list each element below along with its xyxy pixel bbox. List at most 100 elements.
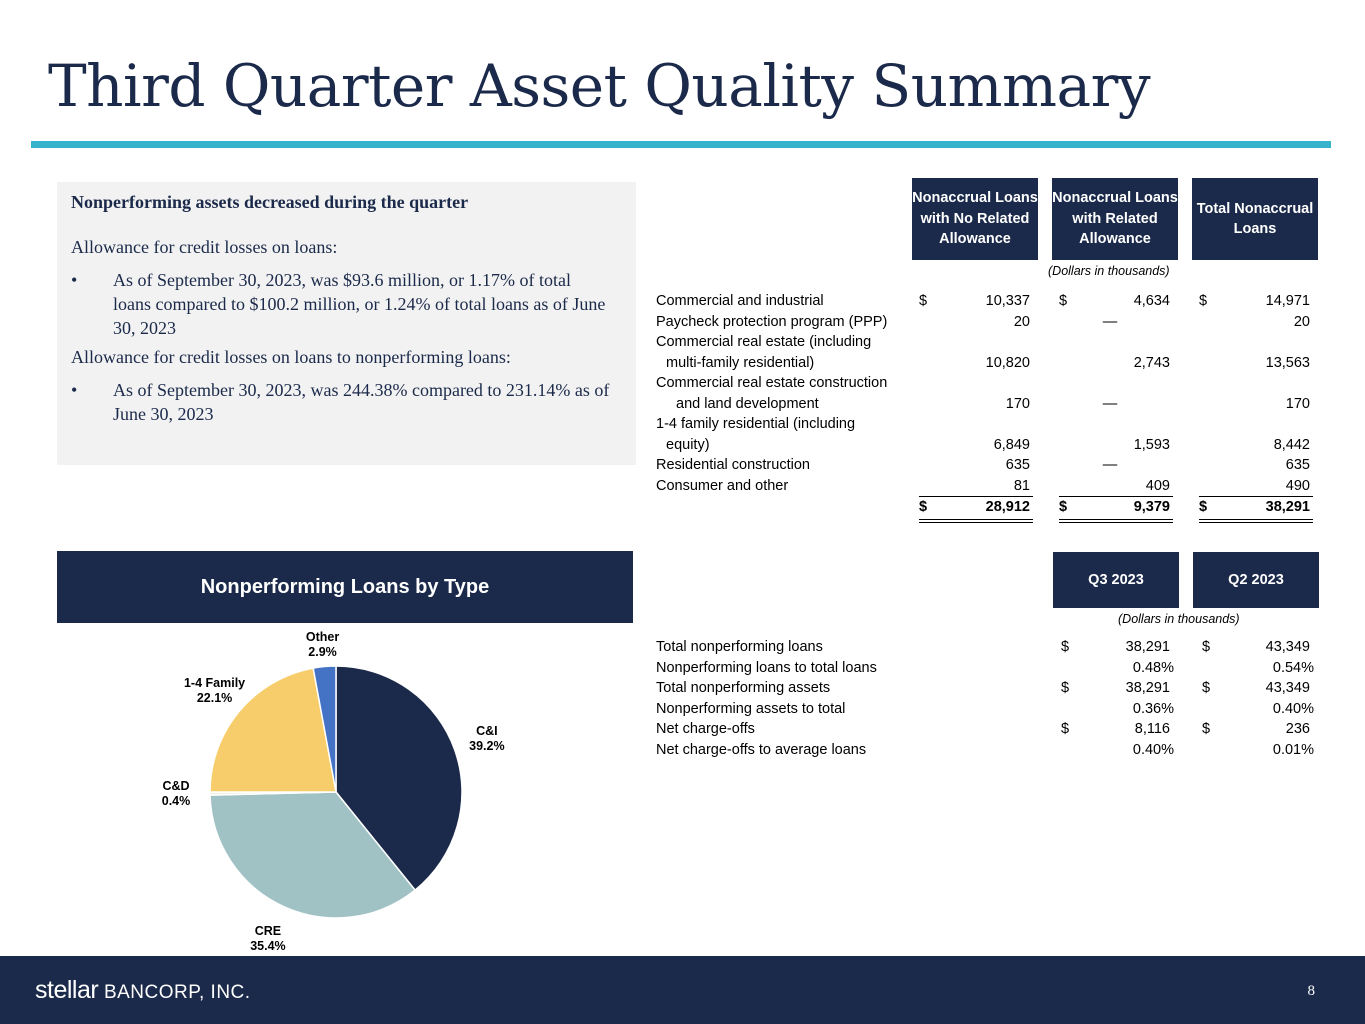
row-value: — <box>1102 313 1118 330</box>
pie-label-other: Other 2.9% <box>305 629 340 659</box>
company-logo: stellar BANCORP, INC. <box>35 976 251 1004</box>
total-value: 38,291 <box>1265 499 1310 515</box>
metric-label: Total nonperforming assets <box>656 680 831 696</box>
row-value: 14,971 <box>1265 293 1310 309</box>
row-label-cont: multi-family residential) <box>666 354 815 371</box>
rule-double-1 <box>1059 519 1173 520</box>
footer-bar: stellar BANCORP, INC. 8 <box>0 956 1365 1024</box>
metric-label: Nonperforming loans to total loans <box>656 659 877 676</box>
row-value: 170 <box>1285 395 1310 412</box>
row-value: 10,337 <box>985 293 1030 309</box>
summary-paragraph-1: Allowance for credit losses on loans: <box>71 237 338 257</box>
pie-slice-cre <box>209 791 417 919</box>
pie-label-c-i: C&I 39.2% <box>469 723 505 753</box>
row-label: Commercial and industrial <box>656 293 824 309</box>
metric-q3-value: 38,291 <box>1125 680 1170 696</box>
summary-bullet-1: As of September 30, 2023, was $93.6 mill… <box>113 270 606 338</box>
summary-box: Nonperforming assets decreased during th… <box>57 182 636 465</box>
metric-q2-value: 0.01% <box>1272 741 1314 758</box>
metric-q2-value: 43,349 <box>1265 680 1310 696</box>
row-value: 2,743 <box>1133 354 1170 371</box>
row-label: Commercial real estate construction <box>656 375 888 391</box>
row-label: Paycheck protection program (PPP) <box>656 313 888 330</box>
metric-label: Net charge-offs to average loans <box>656 741 867 758</box>
summary-paragraph-2: Allowance for credit losses on loans to … <box>71 347 511 367</box>
pie-slice-1-4-family <box>209 667 337 793</box>
row-value: 170 <box>1005 395 1030 412</box>
nonaccrual-header-with-allowance: Nonaccrual Loans with Related Allowance <box>1052 178 1178 260</box>
dollar-sign: $ <box>1061 639 1070 655</box>
dollar-sign: $ <box>1059 293 1068 309</box>
row-value: 81 <box>1013 477 1030 494</box>
summary-bullet-2: As of September 30, 2023, was 244.38% co… <box>113 380 610 424</box>
pie-slice-other <box>312 665 337 793</box>
dollar-sign: $ <box>919 499 928 515</box>
dollar-sign: $ <box>1199 499 1208 515</box>
dollar-sign: $ <box>1202 680 1211 696</box>
row-label: 1-4 family residential (including <box>656 416 856 432</box>
title-divider <box>31 141 1331 148</box>
summary-heading: Nonperforming assets decreased during th… <box>71 192 469 212</box>
rule-double-2 <box>1199 522 1313 523</box>
rule-top <box>919 496 1033 497</box>
metric-q3-value: 8,116 <box>1134 721 1170 737</box>
rule-top <box>1199 496 1313 497</box>
row-label: Commercial real estate (including <box>656 334 872 350</box>
row-label-cont: equity) <box>666 436 710 453</box>
bullet-mark-2: • <box>71 380 78 400</box>
dollar-sign: $ <box>1202 721 1211 737</box>
row-value: 6,849 <box>993 436 1030 453</box>
nonaccrual-header-no-allowance: Nonaccrual Loans with No Related Allowan… <box>912 178 1038 260</box>
rule-double-2 <box>1059 522 1173 523</box>
pie-label-1-4-family: 1-4 Family 22.1% <box>183 675 246 705</box>
metrics-units-note: (Dollars in thousands) <box>1118 612 1240 626</box>
row-value: 10,820 <box>985 354 1030 371</box>
metrics-header-q3: Q3 2023 <box>1053 552 1179 608</box>
dollar-sign: $ <box>1202 639 1211 655</box>
metrics-header-q2: Q2 2023 <box>1193 552 1319 608</box>
row-value: — <box>1102 395 1118 412</box>
page-number: 8 <box>1307 983 1316 999</box>
dollar-sign: $ <box>1061 721 1070 737</box>
total-value: 28,912 <box>985 499 1030 515</box>
metric-q3-value: 38,291 <box>1125 639 1170 655</box>
dollar-sign: $ <box>919 293 928 309</box>
row-label: Residential construction <box>656 457 810 473</box>
row-value: 4,634 <box>1133 293 1170 309</box>
row-value: — <box>1102 457 1118 473</box>
nonaccrual-header-total: Total Nonaccrual Loans <box>1192 178 1318 260</box>
row-value: 13,563 <box>1265 354 1310 371</box>
dollar-sign: $ <box>1199 293 1208 309</box>
metric-q2-value: 0.40% <box>1272 700 1314 717</box>
pie-label-c-d: C&D 0.4% <box>161 779 191 808</box>
metric-label: Nonperforming assets to total <box>656 700 846 717</box>
metric-q2-value: 43,349 <box>1265 639 1310 655</box>
pie-chart-title: Nonperforming Loans by Type <box>57 551 633 623</box>
row-value: 20 <box>1013 313 1030 330</box>
row-value: 409 <box>1145 477 1170 494</box>
dollar-sign: $ <box>1059 499 1068 515</box>
row-label-cont: and land development <box>676 395 819 412</box>
row-value: 635 <box>1005 457 1030 473</box>
metric-label: Total nonperforming loans <box>656 639 823 655</box>
rule-double-2 <box>919 522 1033 523</box>
total-value: 9,379 <box>1133 499 1170 515</box>
metric-q2-value: 236 <box>1285 721 1310 737</box>
row-value: 20 <box>1293 313 1310 330</box>
row-value: 635 <box>1285 457 1310 473</box>
pie-slice-c-i <box>335 665 463 892</box>
dollar-sign: $ <box>1061 680 1070 696</box>
rule-double-1 <box>919 519 1033 520</box>
row-label: Consumer and other <box>656 477 789 494</box>
row-value: 1,593 <box>1133 436 1170 453</box>
metric-q2-value: 0.54% <box>1272 659 1314 676</box>
page-title: Third Quarter Asset Quality Summary <box>48 52 1151 120</box>
metric-label: Net charge-offs <box>656 721 755 737</box>
pie-label-cre: CRE 35.4% <box>250 924 286 953</box>
nonaccrual-units-note: (Dollars in thousands) <box>1048 264 1170 278</box>
metric-q3-value: 0.48% <box>1132 659 1174 676</box>
rule-double-1 <box>1199 519 1313 520</box>
bullet-mark-1: • <box>71 270 78 290</box>
metric-q3-value: 0.40% <box>1132 741 1174 758</box>
